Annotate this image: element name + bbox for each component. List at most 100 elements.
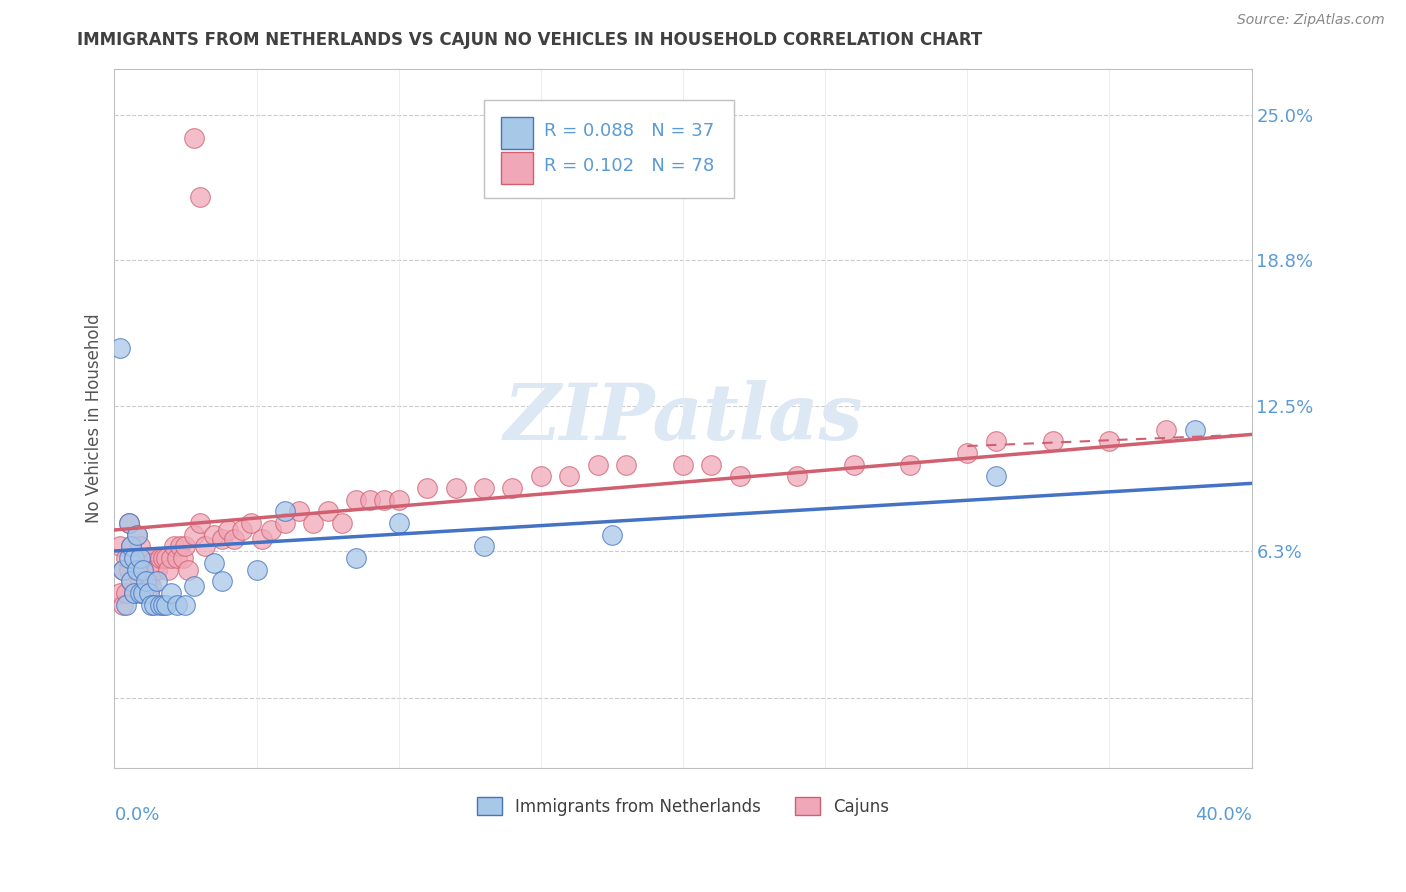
Point — [124, 586, 146, 600]
Point — [117, 516, 139, 530]
Point — [1184, 423, 1206, 437]
Point — [152, 551, 174, 566]
Point — [132, 563, 155, 577]
Point — [558, 469, 581, 483]
Point — [132, 551, 155, 566]
Point — [129, 586, 152, 600]
Point — [155, 551, 177, 566]
FancyBboxPatch shape — [484, 100, 734, 198]
Bar — [501, 118, 533, 149]
Point — [143, 598, 166, 612]
Point — [614, 458, 637, 472]
Text: ZIPatlas: ZIPatlas — [503, 380, 863, 457]
Bar — [501, 153, 533, 184]
Point — [108, 586, 131, 600]
Point — [111, 563, 134, 577]
Point — [127, 527, 149, 541]
Point — [472, 481, 495, 495]
Point — [141, 579, 163, 593]
Point — [127, 563, 149, 577]
Text: 40.0%: 40.0% — [1195, 806, 1251, 824]
Point — [135, 574, 157, 589]
Point — [472, 539, 495, 553]
Point — [388, 492, 411, 507]
Point — [530, 469, 553, 483]
Point — [174, 539, 197, 553]
Point — [111, 563, 134, 577]
Point — [121, 574, 143, 589]
Point — [114, 598, 136, 612]
Point — [121, 574, 143, 589]
Point — [786, 469, 808, 483]
Point — [1042, 434, 1064, 449]
Point — [444, 481, 467, 495]
Point — [124, 551, 146, 566]
Point — [177, 563, 200, 577]
Point — [316, 504, 339, 518]
Point — [700, 458, 723, 472]
Point — [373, 492, 395, 507]
Point — [900, 458, 922, 472]
Point — [252, 533, 274, 547]
Point — [114, 586, 136, 600]
Point — [211, 533, 233, 547]
Point — [149, 598, 172, 612]
Point — [163, 539, 186, 553]
Point — [600, 527, 623, 541]
Point — [117, 551, 139, 566]
Point — [344, 551, 367, 566]
Point — [194, 539, 217, 553]
Point — [160, 551, 183, 566]
Point — [222, 533, 245, 547]
Point — [956, 446, 979, 460]
Point — [501, 481, 523, 495]
Text: R = 0.102   N = 78: R = 0.102 N = 78 — [544, 157, 714, 176]
Point — [138, 574, 160, 589]
Point — [672, 458, 695, 472]
Point — [166, 598, 188, 612]
Point — [169, 539, 191, 553]
Point — [1154, 423, 1177, 437]
Point — [124, 586, 146, 600]
Point — [127, 563, 149, 577]
Point — [121, 539, 143, 553]
Point — [231, 523, 253, 537]
Point — [274, 516, 297, 530]
Point — [135, 586, 157, 600]
Point — [183, 527, 205, 541]
Point — [274, 504, 297, 518]
Point — [166, 551, 188, 566]
Point — [149, 551, 172, 566]
Point — [586, 458, 609, 472]
Point — [143, 563, 166, 577]
Point — [160, 586, 183, 600]
Point — [984, 434, 1007, 449]
Point — [984, 469, 1007, 483]
Point — [108, 341, 131, 355]
Point — [359, 492, 381, 507]
Point — [183, 579, 205, 593]
Point — [146, 563, 169, 577]
Point — [330, 516, 353, 530]
Point — [138, 551, 160, 566]
Point — [202, 556, 225, 570]
Y-axis label: No Vehicles in Household: No Vehicles in Household — [86, 313, 103, 523]
Point — [260, 523, 283, 537]
Point — [114, 551, 136, 566]
Point — [132, 586, 155, 600]
Point — [239, 516, 262, 530]
Point — [155, 598, 177, 612]
Point — [188, 516, 211, 530]
Point — [183, 131, 205, 145]
Point — [124, 551, 146, 566]
Point — [728, 469, 751, 483]
Point — [121, 539, 143, 553]
Point — [202, 527, 225, 541]
Point — [146, 574, 169, 589]
Point — [129, 574, 152, 589]
Point — [172, 551, 194, 566]
Point — [302, 516, 325, 530]
Point — [344, 492, 367, 507]
Point — [129, 539, 152, 553]
Point — [1098, 434, 1121, 449]
